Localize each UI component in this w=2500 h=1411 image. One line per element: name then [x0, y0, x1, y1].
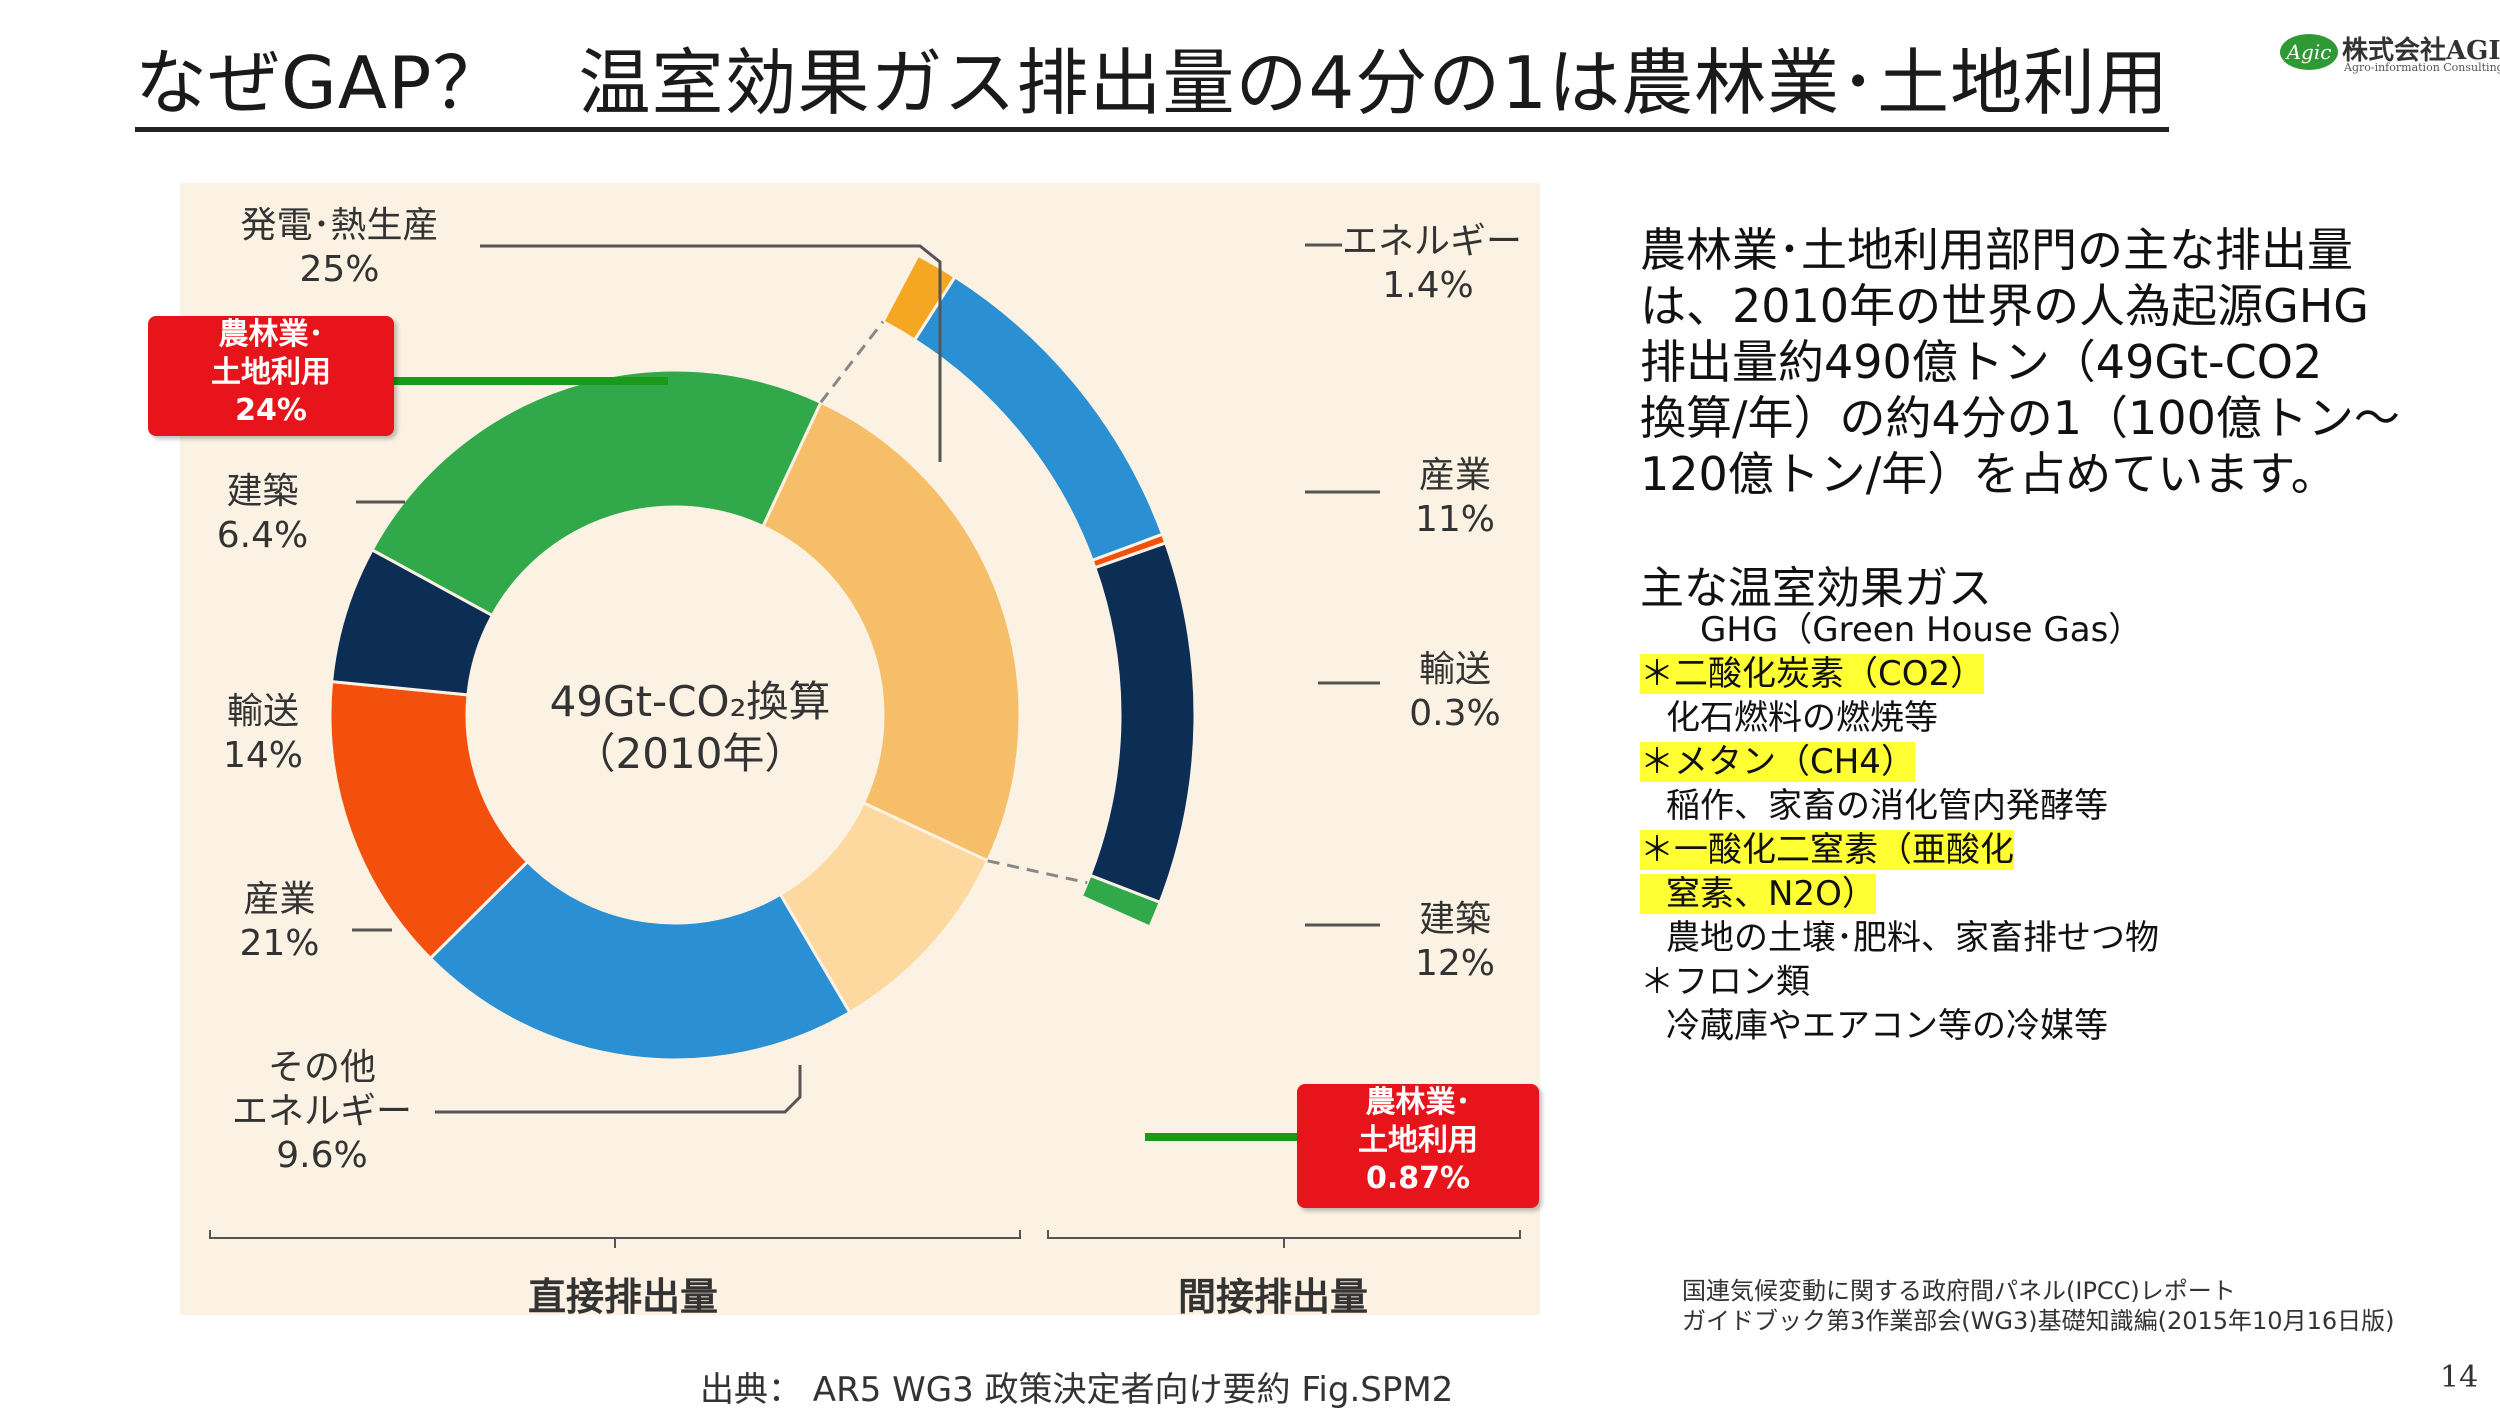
label-indirect-agri-value: 0.87% — [1365, 1161, 1471, 1196]
gas-ch4: ＊メタン（CH4） — [1640, 742, 1915, 782]
label-indirect-agri-line1: 農林業･ — [1365, 1085, 1471, 1120]
label-indirect-building-name: 建築 — [1418, 899, 1491, 940]
label-indirect-industry-value: 11% — [1414, 499, 1495, 540]
direct-slice-0 — [760, 400, 1022, 863]
label-direct-building-value: 6.4% — [216, 515, 309, 556]
gas-n2o-note: 農地の土壌･肥料、家畜排せつ物 — [1666, 918, 2159, 958]
label-indirect-agri-line2: 土地利用 — [1358, 1123, 1478, 1158]
label-direct-transport-name: 輸送 — [226, 691, 299, 732]
reference-text: 国連気候変動に関する政府間パネル(IPCC)レポート ガイドブック第3作業部会(… — [1682, 1276, 2462, 1336]
description-text: 農林業･土地利用部門の主な排出量 は、2010年の世界の人為起源GHG 排出量約… — [1640, 222, 2460, 502]
leader-direct-power — [480, 244, 942, 462]
reference-line2: ガイドブック第3作業部会(WG3)基礎知識編(2015年10月16日版) — [1682, 1307, 2395, 1335]
logo-subtitle: Agro-information Consulting — [2344, 61, 2500, 74]
label-direct-other-value: 9.6% — [276, 1135, 368, 1176]
label-direct-other: その他 エネルギー 9.6% — [232, 1046, 412, 1178]
label-direct-other-line2: エネルギー — [232, 1091, 413, 1132]
company-logo: Agic 株式会社AGIC Agro-information Consultin… — [2280, 30, 2500, 80]
description-line2: は、2010年の世界の人為起源GHG — [1640, 279, 2369, 333]
label-indirect-transport: 輸送 0.3% — [1390, 648, 1520, 736]
label-direct-transport-value: 14% — [222, 735, 303, 776]
logo-name: 株式会社AGIC — [2342, 36, 2500, 66]
label-direct-power: 発電･熱生産 25% — [232, 204, 447, 292]
label-indirect-agri: 農林業･ 土地利用 0.87% — [1297, 1084, 1539, 1208]
indirect-emissions-label: 間接排出量 — [1178, 1275, 1369, 1319]
gas-n2o-line1: ＊一酸化二窒素（亜酸化 — [1640, 830, 2014, 870]
reference-line1: 国連気候変動に関する政府間パネル(IPCC)レポート — [1682, 1277, 2236, 1305]
label-direct-industry: 産業 21% — [222, 878, 337, 966]
label-indirect-energy: エネルギー 1.4% — [1342, 220, 1523, 308]
description-line5: 120億トン/年）を占めています。 — [1640, 447, 2337, 501]
gas-cfc-note: 冷蔵庫やエアコン等の冷媒等 — [1666, 1006, 2108, 1046]
gases-subtitle: GHG（Green House Gas） — [1700, 610, 2143, 650]
bracket-indirect — [1047, 1230, 1521, 1239]
center-label-line1: 49Gt-CO₂換算 — [549, 677, 831, 726]
description-line1: 農林業･土地利用部門の主な排出量 — [1640, 223, 2353, 277]
bracket-direct — [209, 1230, 1021, 1239]
label-indirect-energy-value: 1.4% — [1382, 265, 1474, 306]
leader-direct-other — [435, 1065, 802, 1114]
label-direct-agri-value: 24% — [235, 393, 307, 428]
connector-dash-0 — [819, 320, 885, 404]
label-direct-building: 建築 6.4% — [200, 470, 325, 558]
indirect-slice-3 — [1088, 540, 1197, 905]
center-label-line2: （2010年） — [573, 729, 807, 778]
gas-co2: ＊二酸化炭素（CO2） — [1640, 654, 1985, 694]
gas-ch4-note: 稲作、家畜の消化管内発酵等 — [1666, 786, 2108, 826]
logo-badge-icon: Agic — [2280, 34, 2338, 70]
indirect-slice-4 — [1079, 873, 1163, 929]
label-indirect-industry: 産業 11% — [1390, 454, 1520, 542]
label-indirect-energy-name: エネルギー — [1342, 221, 1523, 262]
label-direct-agri-line2: 土地利用 — [211, 355, 331, 390]
gases-list: GHG（Green House Gas） ＊二酸化炭素（CO2） 化石燃料の燃焼… — [1640, 608, 2460, 1048]
label-indirect-building-value: 12% — [1414, 943, 1495, 984]
label-direct-power-value: 25% — [299, 249, 380, 290]
gases-title: 主な温室効果ガス — [1640, 563, 1992, 614]
label-direct-agri: 農林業･ 土地利用 24% — [148, 316, 394, 436]
direct-slice-5 — [370, 368, 823, 618]
chart-source: 出典： AR5 WG3 政策決定者向け要約 Fig.SPM2 — [700, 1370, 1454, 1410]
gas-cfc: ＊フロン類 — [1640, 962, 1810, 1002]
slide-title: なぜGAP？ 温室効果ガス排出量の4分の1は農林業･土地利用 — [135, 42, 2170, 132]
label-indirect-industry-name: 産業 — [1418, 455, 1491, 496]
connector-dash-1 — [987, 859, 1088, 885]
gas-co2-note: 化石燃料の燃焼等 — [1666, 698, 1938, 738]
label-indirect-building: 建築 12% — [1390, 898, 1520, 986]
direct-emissions-label: 直接排出量 — [528, 1275, 719, 1319]
label-direct-power-name: 発電･熱生産 — [240, 205, 439, 246]
label-direct-agri-line1: 農林業･ — [218, 317, 324, 352]
label-direct-industry-value: 21% — [239, 923, 320, 964]
label-direct-other-line1: その他 — [267, 1047, 376, 1088]
description-line4: 換算/年）の約4分の1（100億トン～ — [1640, 391, 2400, 445]
page-number: 14 — [2440, 1360, 2479, 1395]
donut-center-label: 49Gt-CO₂換算 （2010年） — [480, 676, 900, 780]
label-direct-transport: 輸送 14% — [208, 690, 318, 778]
direct-slice-2 — [428, 859, 852, 1062]
gas-n2o-line2: 窒素、N2O） — [1640, 874, 1876, 914]
description-line3: 排出量約490億トン（49Gt-CO2 — [1640, 335, 2323, 389]
label-direct-industry-name: 産業 — [243, 879, 316, 920]
label-indirect-transport-value: 0.3% — [1409, 693, 1501, 734]
label-direct-building-name: 建築 — [226, 471, 299, 512]
label-indirect-transport-name: 輸送 — [1418, 649, 1491, 690]
